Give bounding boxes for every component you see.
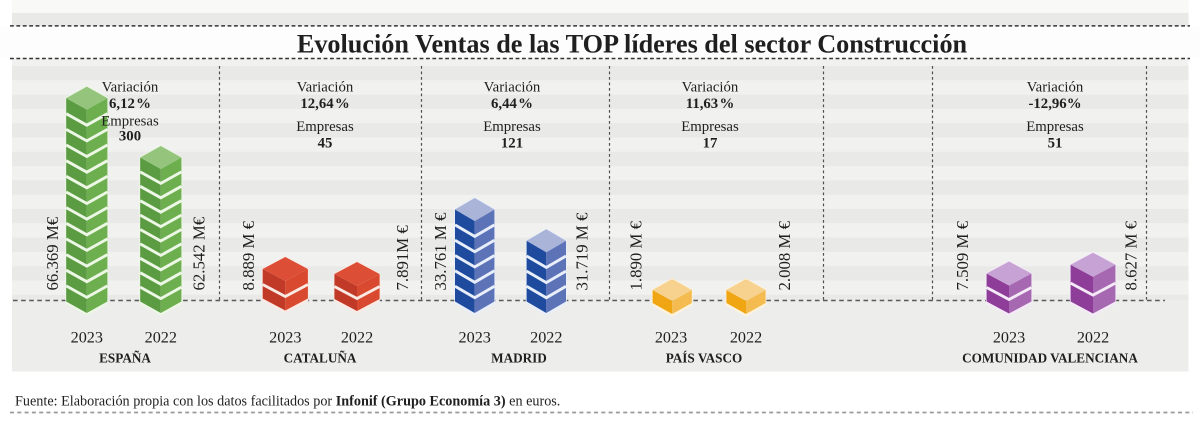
svg-text:Variación: Variación [102,80,159,96]
svg-text:31.719 M €: 31.719 M € [573,212,592,290]
svg-text:Variación: Variación [484,80,541,96]
svg-text:2022: 2022 [341,329,373,347]
svg-text:MADRID: MADRID [491,350,547,365]
svg-text:2023: 2023 [993,329,1025,347]
svg-text:2023: 2023 [71,329,103,347]
svg-text:6,12 %: 6,12 % [109,96,151,112]
svg-text:Empresas: Empresas [296,119,354,135]
svg-text:Variación: Variación [682,80,739,96]
svg-text:2022: 2022 [145,329,177,347]
svg-text:62.542 M€: 62.542 M€ [190,216,209,290]
svg-text:Evolución Ventas de las TOP lí: Evolución Ventas de las TOP líderes del … [297,30,968,59]
svg-text:33.761 M €: 33.761 M € [431,212,450,290]
svg-text:Empresas: Empresas [483,119,541,135]
svg-text:11,63 %: 11,63 % [686,96,735,112]
svg-text:8.889 M €: 8.889 M € [239,220,258,290]
svg-text:300: 300 [119,129,141,145]
svg-text:-12,96%: -12,96% [1028,96,1081,112]
svg-text:CATALUÑA: CATALUÑA [284,350,357,365]
svg-text:45: 45 [318,135,333,151]
svg-text:2023: 2023 [459,329,491,347]
svg-text:Fuente: Elaboración propia con: Fuente: Elaboración propia con los datos… [15,394,560,410]
svg-text:2022: 2022 [530,329,562,347]
svg-text:Empresas: Empresas [681,119,739,135]
svg-text:COMUNIDAD VALENCIANA: COMUNIDAD VALENCIANA [962,350,1138,365]
svg-text:8.627 M €: 8.627 M € [1122,220,1141,290]
svg-text:51: 51 [1048,135,1063,151]
svg-text:Empresas: Empresas [1026,119,1084,135]
svg-text:17: 17 [703,135,718,151]
svg-text:2022: 2022 [1077,329,1109,347]
svg-text:Empresas: Empresas [101,114,159,130]
svg-text:ESPAÑA: ESPAÑA [99,350,151,365]
svg-text:PAÍS VASCO: PAÍS VASCO [666,350,743,365]
svg-text:7.891M €: 7.891M € [393,225,412,291]
svg-text:7.509 M €: 7.509 M € [953,220,972,290]
svg-text:6,44 %: 6,44 % [491,96,533,112]
svg-text:Variación: Variación [297,80,354,96]
svg-text:121: 121 [501,135,523,151]
svg-text:66.369 M€: 66.369 M€ [43,216,62,290]
svg-text:2.008 M €: 2.008 M € [775,220,794,290]
svg-text:2023: 2023 [269,329,301,347]
svg-text:2022: 2022 [730,329,762,347]
svg-text:Variación: Variación [1027,80,1084,96]
svg-text:12,64 %: 12,64 % [300,96,349,112]
svg-text:1.890 M €: 1.890 M € [627,220,646,290]
svg-text:2023: 2023 [655,329,687,347]
